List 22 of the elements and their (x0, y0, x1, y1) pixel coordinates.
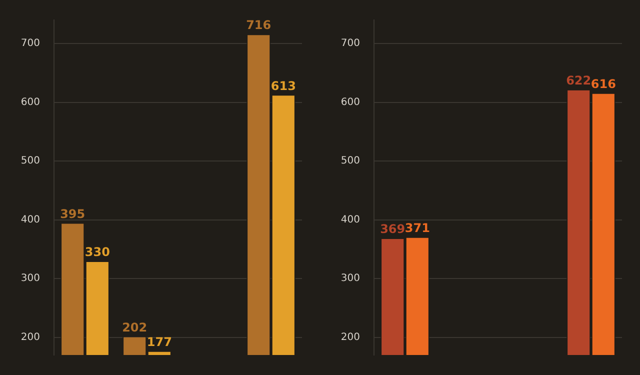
y-tick-label: 700 (340, 38, 360, 50)
y-tick-label: 200 (340, 332, 360, 343)
data-label: 622 (566, 73, 592, 88)
y-tick-label: 300 (340, 273, 360, 284)
data-label: 371 (404, 220, 430, 235)
y-tick-label: 500 (340, 156, 360, 167)
data-label: 395 (60, 206, 86, 221)
data-label: 330 (84, 245, 110, 260)
y-tick-label: 200 (20, 332, 40, 343)
data-label: 613 (270, 78, 296, 93)
y-tick-label: 400 (340, 214, 360, 226)
y-tick-label: 600 (340, 96, 360, 108)
data-label: 177 (146, 335, 172, 350)
data-label: 616 (590, 77, 616, 91)
data-label: 202 (122, 320, 148, 334)
data-label: 369 (380, 222, 406, 236)
data-label: 716 (246, 18, 272, 32)
y-tick-label: 300 (20, 273, 40, 284)
y-tick-label: 700 (20, 38, 40, 50)
y-tick-label: 400 (20, 214, 40, 226)
y-tick-label: 600 (20, 96, 40, 108)
y-tick-label: 500 (20, 156, 40, 167)
